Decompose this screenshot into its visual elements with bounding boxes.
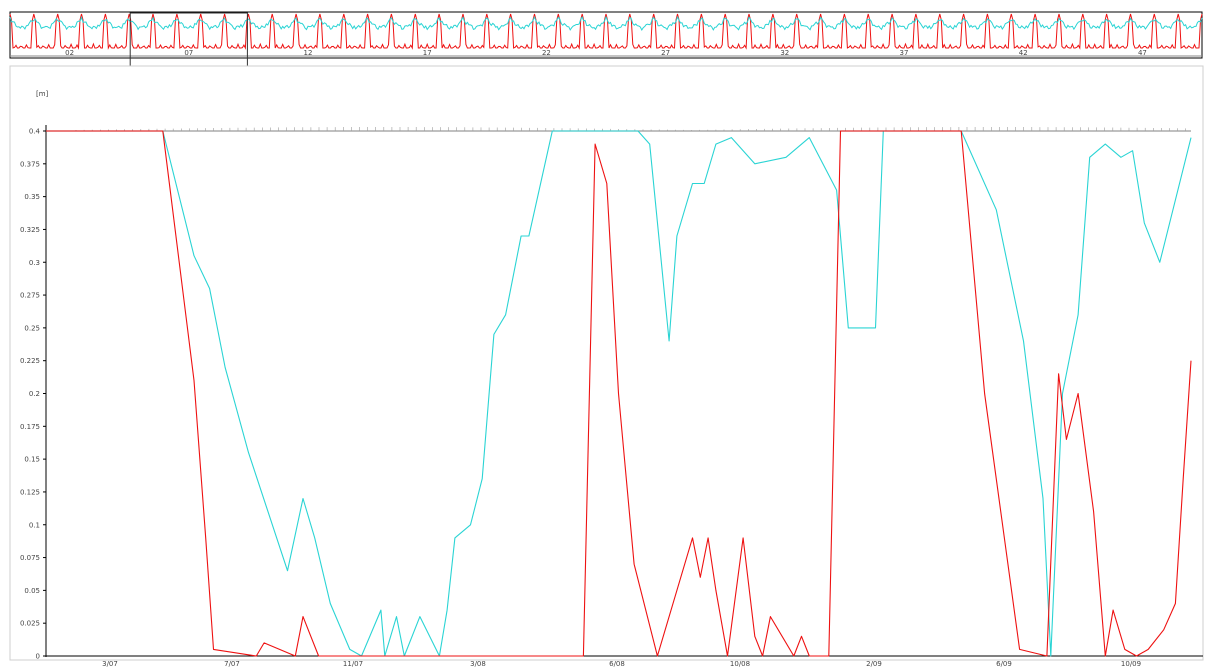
y-tick-label: 0.3 xyxy=(29,259,40,267)
y-tick-label: 0.35 xyxy=(24,193,40,201)
x-tick-label: 7/07 xyxy=(224,660,240,668)
y-tick-label: 0.15 xyxy=(24,456,40,464)
y-tick-label: 0.225 xyxy=(20,357,40,365)
main-plot: [m] 0.4 0.375 0.35 0.325 0.3 0.275 0.25 0.225 0.2… xyxy=(9,65,1204,668)
y-tick-label: 0.375 xyxy=(20,160,40,168)
x-tick-label: 6/08 xyxy=(609,660,625,668)
red-series-line xyxy=(46,130,1192,657)
y-tick-label: 0 xyxy=(36,653,40,661)
overview-label: 12 xyxy=(304,49,313,57)
x-tick-label: 10/08 xyxy=(730,660,750,668)
overview-label: 17 xyxy=(423,49,432,57)
y-tick-label: 0.125 xyxy=(20,488,40,496)
y-tick-label: 0.025 xyxy=(20,620,40,628)
plot-area xyxy=(9,65,1204,661)
x-tick-label: 11/07 xyxy=(343,660,363,668)
y-tick-label: 0.4 xyxy=(29,128,41,136)
overview-label: 42 xyxy=(1019,49,1028,57)
overview-label: 07 xyxy=(184,49,193,57)
y-tick-label: 0.325 xyxy=(20,226,40,234)
y-unit-label: [m] xyxy=(36,90,49,98)
overview-red-trace xyxy=(9,13,1203,50)
overview-navigator[interactable]: 02 07 12 17 22 27 32 37 42 47 xyxy=(9,11,1203,67)
overview-label: 22 xyxy=(542,49,551,57)
y-tick-label: 0.175 xyxy=(20,423,40,431)
cyan-series-line xyxy=(46,130,1192,657)
overview-box xyxy=(9,11,1203,59)
x-tick-label: 6/09 xyxy=(996,660,1012,668)
overview-label: 37 xyxy=(900,49,909,57)
y-tick-label: 0.2 xyxy=(29,390,40,398)
x-tick-label: 10/09 xyxy=(1121,660,1141,668)
overview-label: 27 xyxy=(661,49,670,57)
y-tick-label: 0.05 xyxy=(24,587,40,595)
x-tick-label: 3/07 xyxy=(102,660,118,668)
y-tick-label: 0.075 xyxy=(20,554,40,562)
x-tick-label: 2/09 xyxy=(866,660,882,668)
overview-label: 47 xyxy=(1138,49,1147,57)
y-tick-label: 0.275 xyxy=(20,292,40,300)
y-tick-label: 0.1 xyxy=(29,521,40,529)
overview-label: 02 xyxy=(65,49,74,57)
overview-cyan-trace xyxy=(9,15,1203,32)
y-tick-label: 0.25 xyxy=(24,324,40,332)
overview-label: 32 xyxy=(780,49,789,57)
x-tick-label: 3/08 xyxy=(470,660,486,668)
